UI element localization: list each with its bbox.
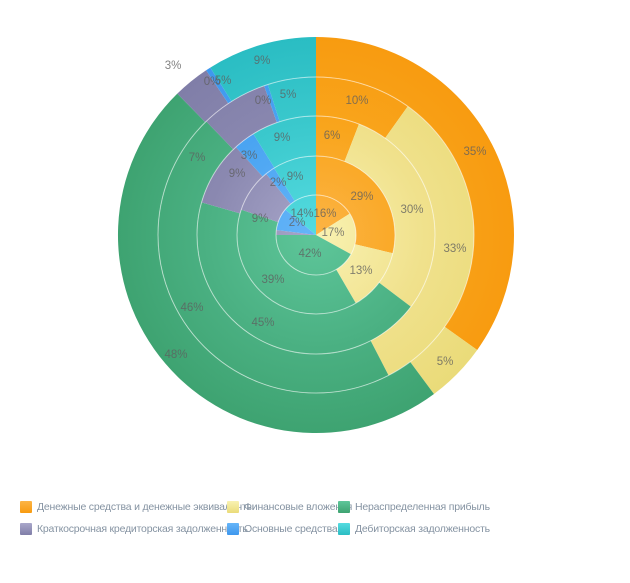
legend-label: Денежные средства и денежные эквиваленты [37, 501, 254, 513]
slice-ring-3-short-term-payables[interactable] [201, 147, 263, 214]
ring-separator [157, 76, 475, 394]
legend-item-short-term-payables[interactable]: Краткосрочная кредиторская задолженность [20, 523, 248, 535]
label-extra-1: 5% [215, 75, 232, 87]
slice-ring-3-financial-investments[interactable] [344, 124, 435, 307]
slice-ring-3-receivables[interactable] [253, 115, 316, 168]
label-ring-2-cash-and-equivalents: 29% [350, 191, 373, 203]
slice-ring-3-fixed-assets[interactable] [235, 133, 275, 177]
label-ring-4-receivables: 5% [280, 89, 297, 101]
ring-separator [275, 194, 357, 276]
label-ring-1-innermost-receivables: 14% [290, 208, 313, 220]
legend-item-retained-earnings[interactable]: Нераспределенная прибыль [338, 501, 490, 513]
legend-swatch-receivables [338, 523, 350, 535]
label-ring-5-outermost-receivables: 9% [254, 55, 271, 67]
legend-swatch-retained-earnings [338, 501, 350, 513]
slice-ring-2-receivables[interactable] [274, 155, 316, 202]
slice-ring-2-retained-earnings[interactable] [237, 209, 356, 314]
slice-ring-2-short-term-payables[interactable] [241, 173, 291, 223]
label-ring-3-financial-investments: 30% [400, 204, 423, 216]
label-ring-3-receivables: 9% [274, 132, 291, 144]
label-ring-5-outermost-cash-and-equivalents: 35% [463, 146, 486, 158]
slice-ring-5-outermost-financial-investments[interactable] [410, 326, 478, 395]
label-ring-2-receivables: 9% [287, 171, 304, 183]
label-ring-3-retained-earnings: 45% [251, 317, 274, 329]
slice-ring-3-cash-and-equivalents[interactable] [316, 116, 359, 162]
slice-ring-4-receivables[interactable] [267, 77, 316, 122]
label-ring-2-short-term-payables: 9% [252, 213, 269, 225]
label-ring-1-innermost-financial-investments: 17% [321, 227, 344, 239]
slice-ring-2-fixed-assets[interactable] [266, 168, 295, 205]
label-ring-3-cash-and-equivalents: 6% [324, 130, 341, 142]
label-ring-4-retained-earnings: 46% [180, 302, 203, 314]
legend-swatch-fixed-assets [227, 523, 239, 535]
slice-ring-5-outermost-retained-earnings[interactable] [117, 93, 434, 434]
legend-label: Финансовые вложения [244, 501, 353, 513]
legend-swatch-short-term-payables [20, 523, 32, 535]
label-ring-5-outermost-fixed-assets: 0% [204, 76, 221, 88]
legend-label: Дебиторская задолженность [355, 523, 490, 535]
legend-item-fixed-assets[interactable]: Основные средства [227, 523, 338, 535]
slice-ring-1-innermost-retained-earnings[interactable] [276, 235, 352, 275]
ring-separator [196, 115, 436, 355]
label-ring-4-cash-and-equivalents: 10% [345, 95, 368, 107]
label-ring-5-outermost-short-term-payables: 3% [165, 60, 182, 72]
slice-ring-5-outermost-cash-and-equivalents[interactable] [316, 37, 514, 350]
legend-swatch-financial-investments [227, 501, 239, 513]
legend-item-financial-investments[interactable]: Финансовые вложения [227, 501, 352, 513]
legend-label: Нераспределенная прибыль [355, 501, 490, 513]
label-ring-5-outermost-retained-earnings: 48% [164, 349, 187, 361]
slice-ring-4-retained-earnings[interactable] [158, 121, 389, 393]
label-ring-1-innermost-short-term-payables: 2% [289, 217, 306, 229]
slice-ring-1-innermost-fixed-assets[interactable] [276, 209, 316, 236]
slice-ring-4-financial-investments[interactable] [370, 106, 475, 376]
slice-ring-5-outermost-short-term-payables[interactable] [177, 70, 229, 123]
label-ring-1-innermost-retained-earnings: 42% [298, 248, 321, 260]
slice-ring-5-outermost-receivables[interactable] [210, 36, 316, 102]
label-ring-2-retained-earnings: 39% [261, 274, 284, 286]
ring-separator [236, 155, 396, 315]
slice-ring-5-outermost-fixed-assets[interactable] [206, 67, 232, 104]
label-ring-2-fixed-assets: 2% [270, 177, 287, 189]
legend-item-receivables[interactable]: Дебиторская задолженность [338, 523, 490, 535]
label-ring-3-fixed-assets: 3% [241, 150, 258, 162]
legend: Денежные средства и денежные эквиваленты… [20, 501, 490, 535]
label-ring-3-short-term-payables: 9% [229, 168, 246, 180]
slice-ring-1-innermost-short-term-payables[interactable] [276, 229, 316, 235]
legend-swatch-cash-and-equivalents [20, 501, 32, 513]
slice-ring-4-cash-and-equivalents[interactable] [316, 77, 408, 139]
slice-ring-2-financial-investments[interactable] [336, 244, 393, 304]
slice-ring-1-innermost-cash-and-equivalents[interactable] [316, 195, 350, 235]
label-ring-1-innermost-cash-and-equivalents: 16% [313, 208, 336, 220]
label-ring-4-fixed-assets: 0% [255, 95, 272, 107]
legend-label: Основные средства [244, 523, 338, 535]
slice-ring-1-innermost-financial-investments[interactable] [316, 213, 356, 255]
label-ring-5-outermost-financial-investments: 5% [437, 356, 454, 368]
slice-ring-3-retained-earnings[interactable] [196, 202, 411, 354]
label-ring-4-financial-investments: 33% [443, 243, 466, 255]
legend-item-cash-and-equivalents[interactable]: Денежные средства и денежные эквиваленты [20, 501, 254, 513]
slice-ring-4-short-term-payables[interactable] [206, 85, 277, 150]
slice-ring-4-fixed-assets[interactable] [264, 84, 280, 123]
slice-ring-1-innermost-receivables[interactable] [285, 195, 316, 235]
slice-ring-2-cash-and-equivalents[interactable] [316, 156, 395, 254]
legend-label: Краткосрочная кредиторская задолженность [37, 523, 248, 535]
label-ring-4-short-term-payables: 7% [189, 152, 206, 164]
label-ring-2-financial-investments: 13% [349, 265, 372, 277]
